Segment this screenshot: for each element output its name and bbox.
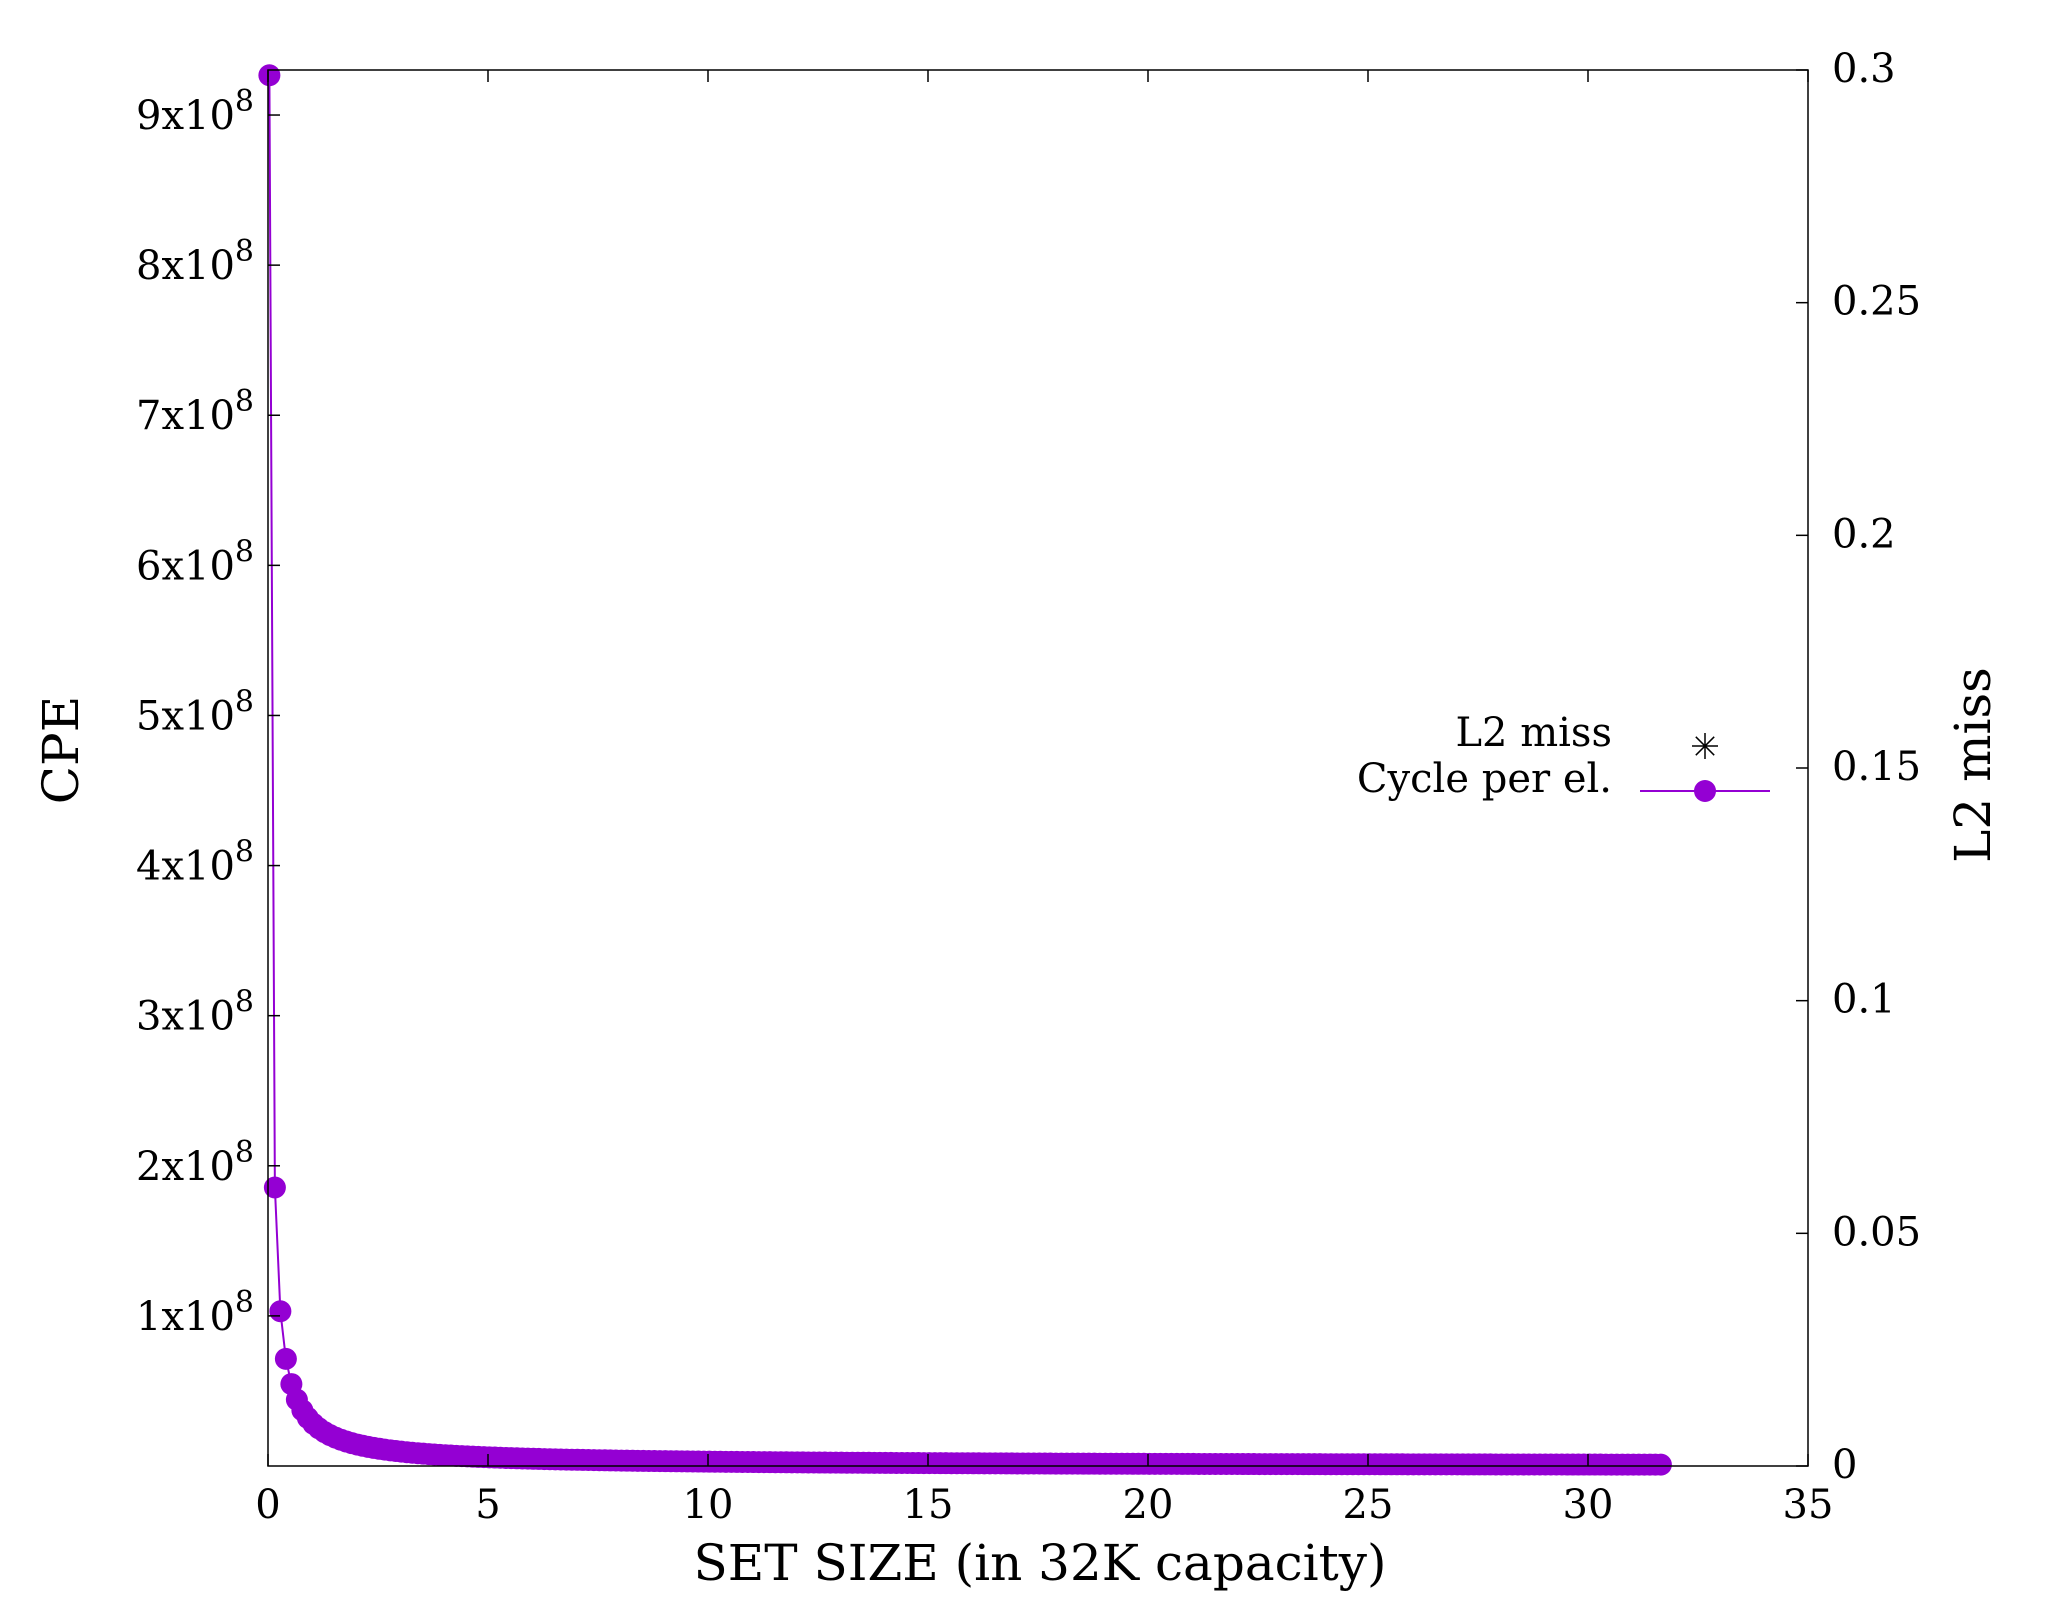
asterisk-stroke (1695, 736, 1715, 756)
y2-tick-label: 0.05 (1832, 1209, 1921, 1255)
y2-tick-label: 0.15 (1832, 744, 1921, 790)
y-tick-label: 1x108 (136, 1285, 254, 1340)
data-point (269, 1300, 292, 1323)
y-tick-label: 8x108 (136, 234, 254, 289)
y2-tick-label: 0.1 (1832, 977, 1896, 1023)
x-axis-title: SET SIZE (in 32K capacity) (693, 1534, 1386, 1592)
axes-layer: 0 5 10 15 20 25 30 35 1x108 2x108 3x108 4x108 5x108 6… (136, 46, 1921, 1528)
x-tick-label: 30 (1563, 1482, 1614, 1528)
legend-label-cycle-per-el: Cycle per el. (1357, 756, 1612, 802)
y2-tick-label: 0.25 (1832, 279, 1921, 325)
x-tick-label: 5 (475, 1482, 500, 1528)
x-tick-label: 0 (255, 1482, 280, 1528)
plot-layer (258, 64, 1672, 1476)
data-point (1649, 1453, 1672, 1476)
legend: L2 miss Cycle per el. (1357, 710, 1770, 802)
x-tick-label: 15 (903, 1482, 954, 1528)
y2-tick-label: 0.2 (1832, 511, 1896, 557)
x-tick-label: 35 (1783, 1482, 1834, 1528)
data-point (263, 1176, 286, 1199)
y-tick-label: 4x108 (136, 835, 254, 890)
y-axis-title: CPE (32, 696, 90, 804)
y-tick-label: 6x108 (136, 534, 254, 589)
y-tick-label: 9x108 (136, 84, 254, 139)
data-point (274, 1347, 297, 1370)
x-tick-label: 25 (1343, 1482, 1394, 1528)
y-tick-label: 5x108 (136, 684, 254, 739)
data-point (258, 64, 281, 87)
x-tick-label: 10 (683, 1482, 734, 1528)
legend-marker-l2-miss (1692, 733, 1718, 759)
legend-marker-cycle-per-el (1694, 780, 1716, 802)
y-tick-label: 2x108 (136, 1135, 254, 1190)
legend-label-l2-miss: L2 miss (1455, 710, 1612, 756)
y2-axis-title: L2 miss (1944, 667, 2002, 863)
y-tick-label: 3x108 (136, 985, 254, 1040)
x-tick-label: 20 (1123, 1482, 1174, 1528)
y2-tick-label: 0 (1832, 1442, 1857, 1488)
y-tick-label: 7x108 (136, 384, 254, 439)
y2-tick-label: 0.3 (1832, 46, 1896, 92)
